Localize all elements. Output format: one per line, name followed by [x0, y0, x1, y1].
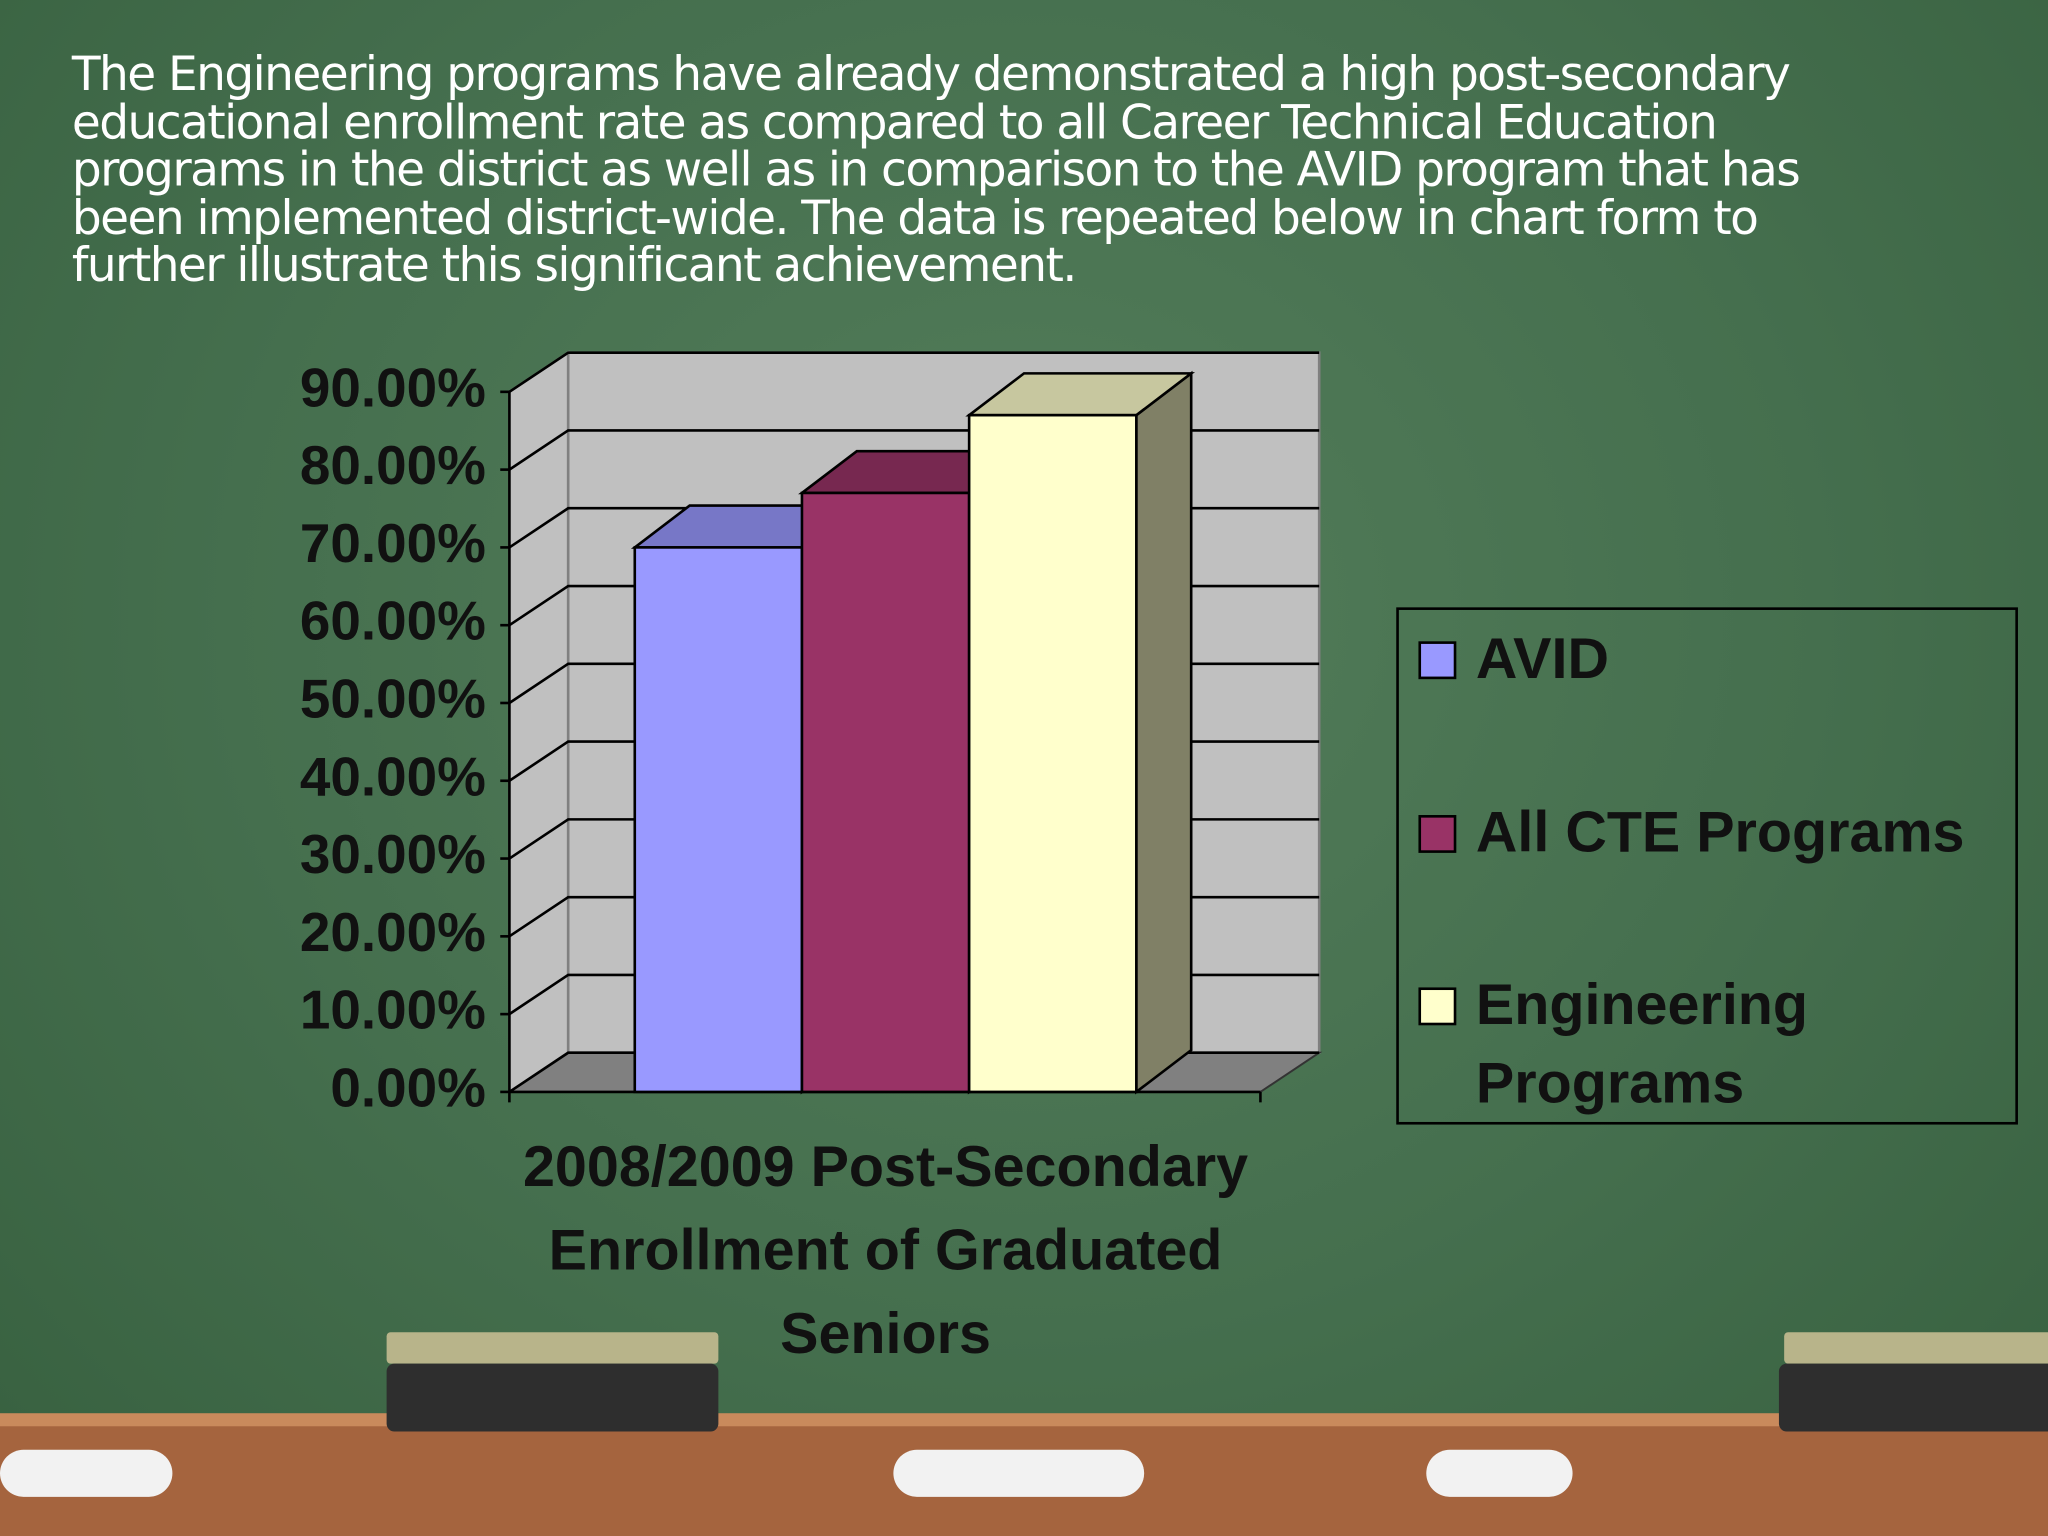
chalk: [0, 1449, 173, 1497]
legend-label: All CTE Programs: [1475, 800, 1965, 865]
y-tick-label: 60.00%: [300, 590, 486, 652]
ledge-edge: [0, 1413, 2048, 1427]
chalk: [893, 1449, 1145, 1497]
bar: [800, 491, 971, 1094]
bar-side: [1135, 370, 1193, 1095]
y-tick-label: 80.00%: [300, 434, 486, 496]
eraser: [386, 1332, 719, 1364]
eraser: [1784, 1332, 2048, 1364]
bar: [633, 546, 804, 1094]
legend-swatch: [1418, 987, 1457, 1026]
bar: [967, 413, 1138, 1094]
y-tick-label: 40.00%: [300, 745, 486, 807]
legend-frame: [1396, 607, 2018, 1125]
legend-label: Engineering Programs: [1475, 973, 1808, 1116]
y-tick-label: 90.00%: [300, 356, 486, 418]
legend-label: AVID: [1475, 626, 1609, 691]
legend-swatch: [1418, 815, 1457, 853]
chalk: [1426, 1449, 1573, 1497]
y-tick-label: 30.00%: [300, 823, 486, 885]
y-tick-label: 20.00%: [300, 901, 486, 963]
y-tick-label: 0.00%: [330, 1056, 486, 1118]
paragraph: The Engineering programs have already de…: [71, 48, 1801, 293]
x-tick-label: 2008/2009 Post-Secondary Enrollment of G…: [522, 1135, 1249, 1367]
plot: 0.00% 10.00% 20.00% 30.00% 40.00% 50.00% 60.00…: [300, 350, 1323, 1118]
eraser: [386, 1363, 719, 1432]
y-tick-label: 70.00%: [300, 512, 486, 574]
grid-line: [508, 351, 1320, 393]
eraser: [1778, 1363, 2048, 1432]
legend-swatch: [1418, 641, 1457, 680]
y-tick-label: 50.00%: [300, 667, 486, 729]
y-tick-label: 10.00%: [300, 979, 486, 1041]
